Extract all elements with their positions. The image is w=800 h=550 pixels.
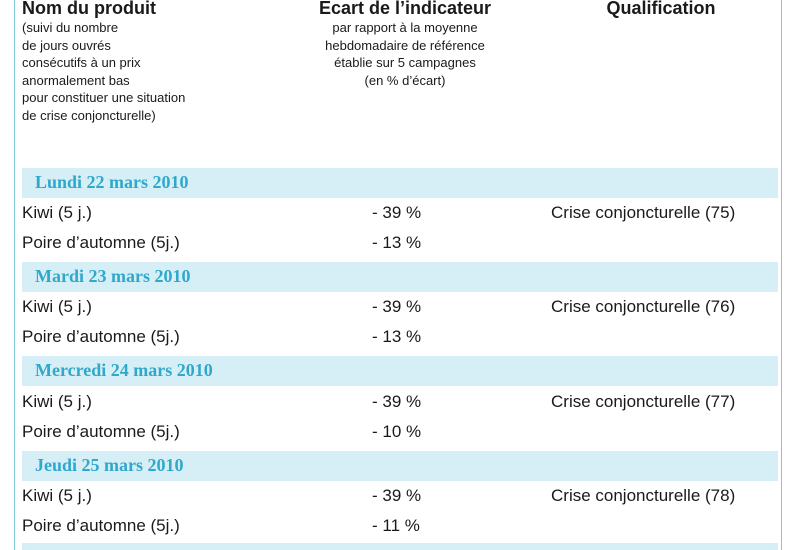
table-row: Kiwi (5 j.) - 39 % Crise conjoncturelle … bbox=[0, 482, 800, 512]
product-name: Poire d’automne (5j.) bbox=[22, 327, 180, 346]
qualification: Crise conjoncturelle (76) bbox=[551, 297, 736, 316]
product-name: Poire d’automne (5j.) bbox=[22, 516, 180, 535]
header-product-note-line: consécutifs à un prix bbox=[22, 55, 141, 70]
qualification: Crise conjoncturelle (75) bbox=[551, 203, 736, 222]
product-name: Poire d’automne (5j.) bbox=[22, 422, 180, 441]
header-gap-column: Ecart de l’indicateur par rapport à la m… bbox=[296, 0, 514, 165]
header-gap-note-line: établie sur 5 campagnes bbox=[334, 55, 476, 70]
gap-value: - 39 % bbox=[372, 203, 422, 222]
gap-value: - 10 % bbox=[372, 422, 422, 441]
table-row: Poire d’automne (5j.) - 13 % bbox=[0, 229, 800, 259]
table-row: Kiwi (5 j.) - 39 % Crise conjoncturelle … bbox=[0, 199, 800, 229]
header-gap-note: par rapport à la moyenne hebdomadaire de… bbox=[296, 19, 514, 89]
gap-value: - 11 % bbox=[372, 516, 420, 535]
day-band: Mardi 23 mars 2010 bbox=[22, 262, 778, 292]
product-name: Kiwi (5 j.) bbox=[22, 392, 92, 411]
table-row: Poire d’automne (5j.) - 10 % bbox=[0, 418, 800, 448]
header-qualification-title: Qualification bbox=[606, 0, 716, 18]
header-product-note-line: de crise conjoncturelle) bbox=[22, 107, 156, 123]
day-band: Mercredi 24 mars 2010 bbox=[22, 356, 778, 386]
qualification: Crise conjoncturelle (78) bbox=[551, 486, 736, 505]
day-band-partial bbox=[22, 543, 778, 550]
table-row: Kiwi (5 j.) - 39 % Crise conjoncturelle … bbox=[0, 293, 800, 323]
day-label: Jeudi 25 mars 2010 bbox=[35, 455, 184, 475]
header-qualification-column: Qualification bbox=[548, 0, 774, 165]
header-product-note: (suivi du nombre de jours ouvrés consécu… bbox=[22, 19, 272, 124]
day-label: Mardi 23 mars 2010 bbox=[35, 266, 191, 286]
gap-value: - 13 % bbox=[372, 233, 422, 252]
table-row: Poire d’automne (5j.) - 13 % bbox=[0, 323, 800, 353]
header-product-note-line: de jours ouvrés bbox=[22, 37, 111, 53]
table-row: Poire d’automne (5j.) - 11 % bbox=[0, 512, 800, 542]
header-product-note-line: anormalement bas bbox=[22, 72, 130, 88]
header-product-note-line: (suivi du nombre bbox=[22, 20, 119, 35]
header-product-note-line: pour constituer une situation bbox=[22, 90, 186, 105]
table-frame bbox=[14, 0, 782, 550]
product-name: Poire d’automne (5j.) bbox=[22, 233, 180, 252]
gap-value: - 13 % bbox=[372, 327, 422, 346]
header-gap-title: Ecart de l’indicateur bbox=[318, 0, 492, 18]
product-name: Kiwi (5 j.) bbox=[22, 203, 92, 222]
header-gap-note-line: par rapport à la moyenne bbox=[332, 20, 478, 35]
qualification: Crise conjoncturelle (77) bbox=[551, 392, 736, 411]
product-name: Kiwi (5 j.) bbox=[22, 486, 92, 505]
product-name: Kiwi (5 j.) bbox=[22, 297, 92, 316]
day-label: Lundi 22 mars 2010 bbox=[35, 172, 189, 192]
day-label: Mercredi 24 mars 2010 bbox=[35, 360, 213, 380]
gap-value: - 39 % bbox=[372, 392, 422, 411]
header-gap-note-line: (en % d’écart) bbox=[364, 72, 446, 88]
gap-value: - 39 % bbox=[372, 297, 422, 316]
table-row: Kiwi (5 j.) - 39 % Crise conjoncturelle … bbox=[0, 388, 800, 418]
header-product-column: Nom du produit (suivi du nombre de jours… bbox=[22, 0, 272, 165]
gap-value: - 39 % bbox=[372, 486, 422, 505]
header-product-title: Nom du produit bbox=[22, 0, 156, 18]
day-band: Lundi 22 mars 2010 bbox=[22, 168, 778, 198]
header-gap-note-line: hebdomadaire de référence bbox=[325, 37, 485, 53]
day-band: Jeudi 25 mars 2010 bbox=[22, 451, 778, 481]
